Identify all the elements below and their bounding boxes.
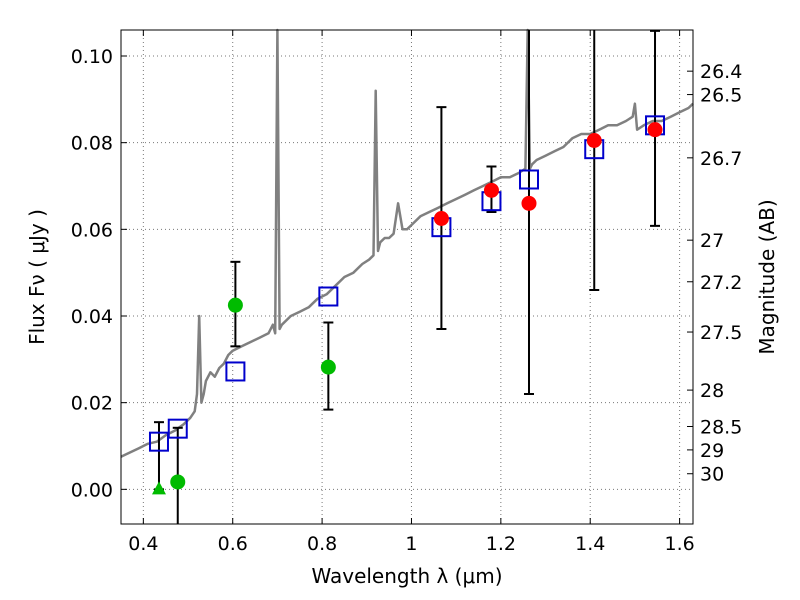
y2-tick-label: 27 (700, 230, 724, 252)
y2-tick-label: 28.5 (700, 417, 742, 439)
red-circle-marker (483, 182, 499, 198)
plot-frame (120, 29, 694, 525)
y2-tick-label: 27.2 (700, 272, 742, 294)
red-errorbar (523, 30, 534, 395)
x-tick-label: 0.6 (218, 533, 248, 555)
spectrum-line (120, 28, 694, 458)
x-tick-label: 1 (405, 533, 417, 555)
y2-tick-label: 26.4 (700, 61, 742, 83)
red-errorbar (589, 30, 600, 291)
model-square-marker (518, 169, 539, 190)
y-tick-label: 0.04 (71, 306, 113, 328)
y-tick-label: 0.08 (71, 133, 113, 155)
model-square-marker (167, 418, 188, 439)
y2-tick-label: 27.5 (700, 322, 742, 344)
y-axis-label: Flux Fν ( μJy ) (25, 209, 49, 345)
green-circle-marker (170, 474, 186, 490)
green-circle-marker (320, 359, 336, 375)
y-tick-label: 0.06 (71, 219, 113, 241)
x-tick-label: 1.4 (575, 533, 605, 555)
y2-tick-label: 28 (700, 380, 724, 402)
green-circle-marker (227, 297, 243, 313)
model-square-marker (318, 286, 339, 307)
x-tick-label: 0.4 (128, 533, 158, 555)
y2-tick-label: 26.5 (700, 85, 742, 107)
red-circle-marker (647, 122, 663, 138)
model-square-marker (148, 431, 169, 452)
tick-layer: 0.4 0.6 0.8 1 1.2 1.4 1.6 0.00 0.02 0.04 0.06 0.08 0… (71, 30, 742, 555)
series-layer (120, 28, 694, 524)
red-circle-marker (586, 133, 602, 148)
y-tick-label: 0.02 (71, 393, 113, 415)
red-circle-marker (433, 211, 449, 226)
y-tick-label: 0.10 (71, 46, 113, 68)
y2-axis-label: Magnitude (AB) (755, 199, 779, 354)
y-tick-label: 0.00 (71, 479, 113, 501)
model-square-marker (225, 361, 246, 382)
y2-tick-label: 29 (700, 440, 724, 462)
y2-tick-label: 30 (700, 464, 724, 486)
green-triangle-marker (151, 481, 166, 495)
grid-layer (121, 30, 693, 524)
x-axis-label: Wavelength λ (μm) (311, 564, 502, 588)
red-circle-marker (521, 195, 537, 211)
y2-tick-label: 26.7 (700, 148, 742, 170)
x-tick-label: 1.6 (664, 533, 694, 555)
x-tick-label: 0.8 (307, 533, 337, 555)
x-tick-label: 1.2 (486, 533, 516, 555)
